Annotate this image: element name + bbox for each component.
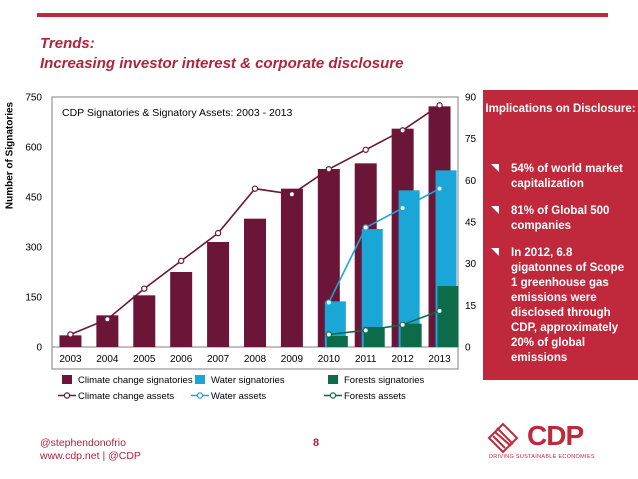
x-tick-label: 2009 — [281, 354, 304, 365]
point-forests-assets — [362, 327, 369, 334]
bar-climate-change-signatories — [133, 295, 156, 347]
signatories-chart: CDP Signatories & Signatory Assets: 2003… — [25, 93, 477, 403]
bar-climate-change-signatories — [280, 188, 303, 347]
point-climate-change-assets — [67, 331, 74, 338]
bar-climate-change-signatories — [170, 272, 193, 347]
y-tick-label: 750 — [25, 93, 42, 104]
y2-tick-label: 75 — [465, 134, 477, 145]
x-tick-label: 2003 — [59, 354, 82, 365]
x-tick-label: 2007 — [207, 354, 230, 365]
y-tick-label: 300 — [25, 243, 42, 254]
x-tick-label: 2013 — [428, 354, 451, 365]
bar-forests-signatories — [437, 286, 459, 347]
y2-tick-label: 15 — [465, 301, 477, 312]
arrow-bullet-icon — [491, 248, 499, 256]
legend-label: Water assets — [211, 391, 266, 402]
legend-label: Forests assets — [344, 391, 406, 402]
point-water-assets — [325, 299, 333, 306]
point-climate-change-assets — [362, 146, 369, 153]
arrow-bullet-icon — [491, 206, 499, 214]
y2-tick-label: 0 — [465, 343, 471, 354]
legend-label: Water signatories — [211, 375, 285, 386]
point-forests-assets — [436, 307, 443, 315]
x-tick-label: 2006 — [170, 354, 193, 365]
slide-subtitle: Increasing investor interest & corporate… — [40, 55, 404, 72]
line-forests-assets — [328, 310, 440, 336]
implication-text: 54% of world market capitalization — [511, 163, 623, 190]
implication-text: In 2012, 6.8 gigatonnes of Scope 1 green… — [511, 247, 625, 364]
bar-forests-signatories — [400, 323, 422, 347]
slide-title: Trends: — [40, 35, 95, 52]
bar-forests-signatories — [326, 336, 348, 347]
y2-tick-label: 45 — [465, 218, 477, 229]
footer-contact: @stephendonofrio www.cdp.net | @CDP — [40, 437, 141, 463]
point-climate-change-assets — [177, 257, 185, 265]
panel-heading: Implications on Disclosure: — [485, 103, 636, 115]
y2-tick-label: 60 — [465, 176, 477, 187]
y-tick-label: 450 — [25, 193, 42, 204]
implications-list: 54% of world market capitalization 81% o… — [491, 162, 631, 378]
point-climate-change-assets — [436, 102, 443, 109]
line-water-assets — [328, 187, 440, 303]
bar-water-signatories — [361, 229, 383, 347]
implication-item: In 2012, 6.8 gigatonnes of Scope 1 green… — [491, 246, 631, 366]
bar-climate-change-signatories — [244, 218, 266, 347]
legend-marker — [329, 392, 337, 399]
implication-item: 81% of Global 500 companies — [491, 204, 631, 234]
x-tick-label: 2008 — [244, 354, 267, 365]
footer-handle: @stephendonofrio — [40, 437, 126, 449]
point-climate-change-assets — [399, 127, 406, 134]
implication-item: 54% of world market capitalization — [491, 162, 631, 192]
legend-swatch — [195, 375, 205, 384]
x-tick-label: 2011 — [355, 354, 377, 365]
y2-tick-label: 30 — [465, 259, 477, 270]
point-climate-change-assets — [325, 166, 333, 173]
cdp-logo-mark-icon — [487, 422, 519, 454]
arrow-bullet-icon — [491, 164, 499, 172]
point-forests-assets — [325, 331, 333, 338]
legend-marker — [196, 392, 204, 399]
logo-wordmark: CDP — [527, 420, 584, 451]
footer-links: www.cdp.net | @CDP — [40, 450, 141, 462]
point-climate-change-assets — [104, 316, 111, 323]
point-water-assets — [362, 224, 369, 231]
y2-tick-label: 90 — [465, 93, 477, 104]
point-water-assets — [399, 204, 406, 212]
chart-title: CDP Signatories & Signatory Assets: 2003… — [62, 107, 293, 119]
x-tick-label: 2012 — [392, 354, 415, 365]
bar-climate-change-signatories — [96, 315, 119, 347]
implication-text: 81% of Global 500 companies — [511, 205, 610, 232]
cdp-logo: CDP DRIVING SUSTAINABLE ECONOMIES — [487, 420, 607, 464]
page-number: 8 — [313, 437, 320, 449]
point-water-assets — [436, 185, 443, 192]
point-forests-assets — [399, 321, 406, 328]
legend-swatch — [328, 375, 338, 384]
y-tick-label: 0 — [36, 343, 42, 354]
legend-label: Climate change signatories — [78, 375, 193, 386]
legend-marker — [63, 392, 71, 399]
implications-panel: Implications on Disclosure: 54% of world… — [483, 90, 638, 380]
point-climate-change-assets — [214, 229, 222, 237]
logo-tagline: DRIVING SUSTAINABLE ECONOMIES — [489, 454, 595, 460]
y-tick-label: 600 — [25, 143, 42, 154]
bar-climate-change-signatories — [59, 335, 82, 347]
x-tick-label: 2010 — [318, 354, 341, 365]
bar-water-signatories — [398, 190, 420, 347]
x-tick-label: 2005 — [133, 354, 156, 365]
legend-label: Forests signatories — [344, 375, 425, 386]
point-climate-change-assets — [141, 285, 148, 292]
x-tick-label: 2004 — [96, 354, 119, 365]
bar-climate-change-signatories — [207, 242, 230, 347]
legend-label: Climate change assets — [78, 391, 174, 402]
top-accent-bar — [37, 13, 608, 17]
legend-swatch — [62, 375, 72, 384]
bar-forests-signatories — [363, 327, 385, 347]
point-climate-change-assets — [251, 185, 259, 192]
point-climate-change-assets — [288, 191, 296, 198]
y-tick-label: 150 — [25, 293, 42, 304]
